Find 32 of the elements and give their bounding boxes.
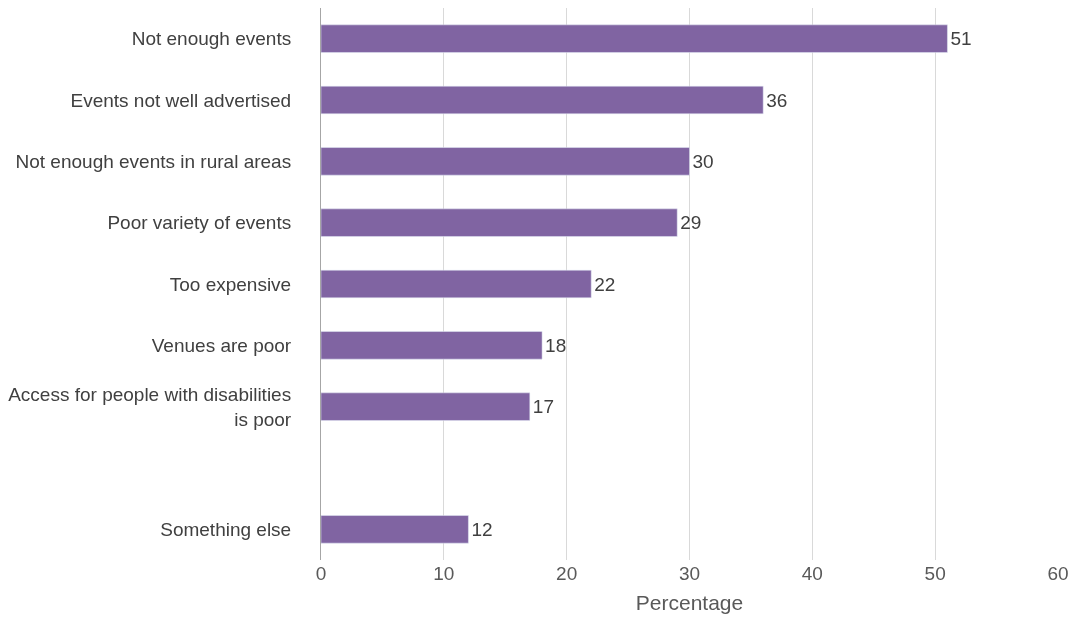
y-tick-label: Access for people with disabilities is poor — [8, 383, 292, 430]
bar — [321, 208, 678, 237]
y-tick-label: Venues are poor — [151, 334, 292, 356]
data-label: 18 — [545, 334, 567, 356]
bar — [321, 331, 543, 360]
data-label: 36 — [766, 89, 788, 111]
y-tick-label: Not enough events — [131, 28, 292, 50]
bar — [321, 147, 690, 176]
data-label: 51 — [950, 28, 972, 50]
x-tick-label: 0 — [315, 563, 327, 584]
y-tick-label: Too expensive — [169, 273, 292, 295]
data-label: 12 — [471, 518, 493, 540]
data-label: 22 — [594, 273, 616, 295]
y-tick-label: Something else — [160, 518, 292, 540]
bar — [321, 24, 948, 53]
x-tick-label: 40 — [801, 563, 823, 584]
y-tick-label: Poor variety of events — [107, 212, 292, 234]
x-tick-label: 20 — [556, 563, 578, 584]
bar — [321, 515, 469, 544]
data-label: 29 — [680, 212, 702, 234]
x-axis-title: Percentage — [635, 591, 744, 615]
data-label: 17 — [532, 396, 554, 418]
data-label: 30 — [692, 150, 714, 172]
x-tick-label: 10 — [433, 563, 455, 584]
bar — [321, 269, 592, 299]
y-tick-label: Events not well advertised — [70, 89, 292, 111]
x-tick-label: 30 — [678, 563, 701, 584]
bar — [321, 392, 531, 421]
x-tick-label: 50 — [924, 563, 946, 584]
x-tick-label: 60 — [1047, 563, 1069, 584]
y-tick-label: Not enough events in rural areas — [15, 150, 292, 172]
bar — [321, 85, 764, 115]
